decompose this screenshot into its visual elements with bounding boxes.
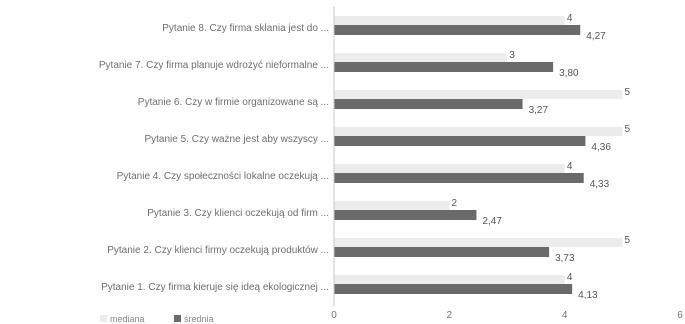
data-label-mediana: 4	[567, 161, 573, 172]
legend: mediana średnia	[100, 314, 214, 324]
data-label-srednia: 4,36	[591, 142, 611, 153]
category-label: Pytanie 7. Czy firma planuje wdrożyć nie…	[99, 60, 329, 71]
bar-mediana	[334, 238, 623, 247]
data-label-mediana: 5	[625, 124, 631, 135]
category-label: Pytanie 5. Czy ważne jest aby wszyscy ..…	[144, 134, 329, 145]
bar-srednia	[334, 25, 581, 35]
data-label-srednia: 4,33	[590, 179, 610, 190]
category-label: Pytanie 6. Czy w firmie organizowane są …	[138, 97, 329, 108]
data-label-mediana: 4	[567, 272, 573, 283]
data-label-srednia: 2,47	[482, 216, 502, 227]
legend-label-mediana: mediana	[110, 314, 145, 324]
x-tick-label: 2	[447, 310, 453, 321]
legend-swatch-srednia	[174, 315, 181, 322]
x-tick-label: 4	[562, 310, 568, 321]
bar-srednia	[334, 99, 523, 109]
bar-srednia	[334, 210, 477, 220]
category-label: Pytanie 4. Czy społeczności lokalne ocze…	[117, 171, 329, 182]
data-label-srednia: 3,80	[559, 68, 579, 79]
bar-srednia	[334, 62, 554, 72]
data-label-srednia: 4,27	[586, 31, 606, 42]
bar-srednia	[334, 173, 584, 183]
category-label: Pytanie 2. Czy klienci firmy oczekują pr…	[107, 245, 329, 256]
bar-mediana	[334, 275, 565, 284]
bar-mediana	[334, 53, 507, 62]
category-labels: Pytanie 8. Czy firma skłania jest do ...…	[99, 23, 329, 293]
bar-srednia	[334, 136, 586, 146]
x-tick-labels: 0 2 4 6	[331, 310, 683, 321]
bar-mediana	[334, 201, 450, 210]
bar-srednia	[334, 247, 550, 257]
x-tick-label: 0	[331, 310, 337, 321]
bar-mediana	[334, 16, 565, 25]
data-label-mediana: 5	[625, 235, 631, 246]
data-label-mediana: 2	[452, 198, 458, 209]
data-label-srednia: 3,27	[529, 105, 549, 116]
bar-mediana	[334, 90, 623, 99]
category-label: Pytanie 1. Czy firma kieruje się ideą ek…	[101, 282, 329, 293]
bar-srednia	[334, 284, 573, 294]
x-tick-label: 6	[677, 310, 683, 321]
data-label-mediana: 4	[567, 13, 573, 24]
bar-mediana	[334, 127, 623, 136]
data-label-mediana: 5	[625, 87, 631, 98]
bar-mediana	[334, 164, 565, 173]
category-label: Pytanie 8. Czy firma skłania jest do ...	[162, 23, 329, 34]
bars-layer: 4 4,27 3 3,80 5 3,27 5 4,36 4 4,33 2 2,47 5 3,73 4 4,13	[334, 13, 631, 301]
data-label-srednia: 3,73	[555, 253, 575, 264]
data-label-srednia: 4,13	[578, 290, 598, 301]
legend-label-srednia: średnia	[184, 314, 214, 324]
data-label-mediana: 3	[509, 50, 515, 61]
legend-swatch-mediana	[100, 315, 107, 322]
category-label: Pytanie 3. Czy klienci oczekują od firm …	[147, 208, 329, 219]
